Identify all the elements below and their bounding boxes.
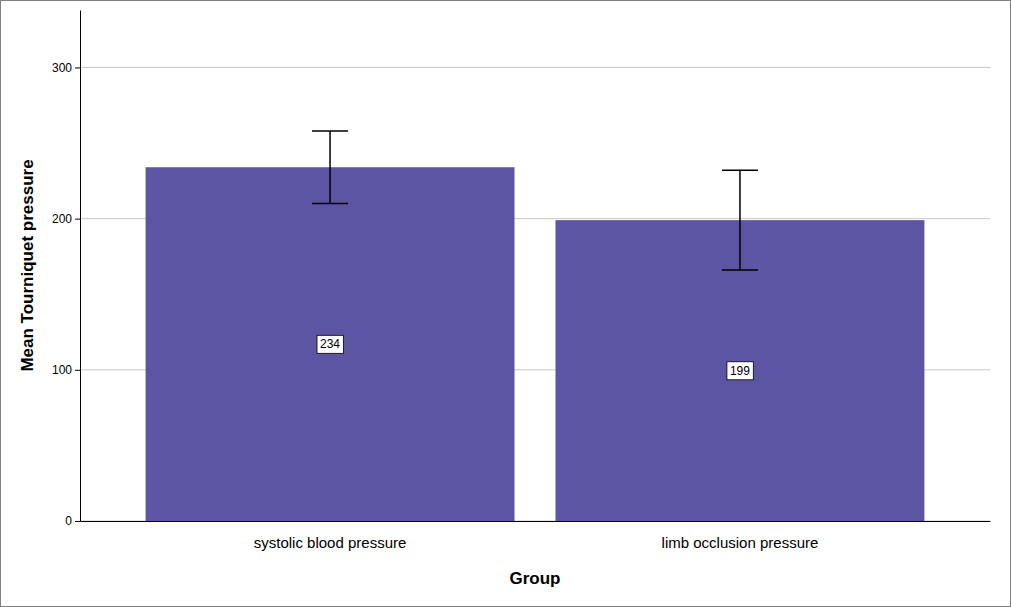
data-label-text: 199: [730, 364, 750, 378]
y-tick: 0: [65, 514, 80, 528]
x-tick: limb occlusion pressure: [662, 534, 819, 551]
x-axis: systolic blood pressure limb occlusion pr…: [81, 522, 991, 551]
y-tick-mark: [75, 67, 80, 68]
error-bar: [722, 170, 758, 270]
bar: [146, 167, 515, 521]
error-line: [312, 130, 348, 132]
x-axis-title: Group: [510, 569, 561, 588]
data-label-box: [317, 335, 343, 353]
y-tick-label: 0: [65, 514, 72, 528]
data-labels: 234 199: [317, 335, 753, 379]
x-tick-label: limb occlusion pressure: [662, 534, 819, 551]
y-tick-mark: [75, 219, 80, 220]
y-tick: 100: [52, 363, 80, 377]
y-tick-mark: [75, 521, 80, 522]
data-label: 199: [727, 362, 753, 380]
chart: 234 199 0 100 200 300 systolic blood pressure l…: [0, 0, 1011, 607]
y-axis-line: [80, 11, 81, 522]
y-tick-label: 100: [52, 363, 72, 377]
y-axis-title: Mean Tourniquet pressure: [18, 159, 37, 371]
grid-line: [80, 67, 990, 68]
x-tick-label: systolic blood pressure: [254, 534, 407, 551]
x-axis-line: [81, 521, 991, 522]
y-tick-label: 300: [52, 61, 72, 75]
x-tick: systolic blood pressure: [254, 534, 407, 551]
data-label: 234: [317, 335, 343, 353]
error-bar: [312, 131, 348, 204]
y-tick-mark: [75, 370, 80, 371]
error-line: [312, 203, 348, 205]
data-label-box: [727, 362, 753, 380]
plot: 234 199 0 100 200 300 systolic blood pressure l…: [52, 11, 991, 551]
error-line: [329, 131, 331, 204]
marks: [146, 131, 925, 521]
y-tick-label: 200: [52, 212, 72, 226]
error-line: [722, 269, 758, 271]
y-tick: 300: [52, 61, 80, 75]
data-label-text: 234: [320, 337, 340, 351]
error-line: [722, 170, 758, 172]
y-axis: 0 100 200 300: [52, 11, 81, 529]
frame: [1, 1, 1011, 607]
grid: [80, 67, 990, 521]
y-tick: 200: [52, 212, 80, 226]
error-line: [739, 170, 741, 270]
